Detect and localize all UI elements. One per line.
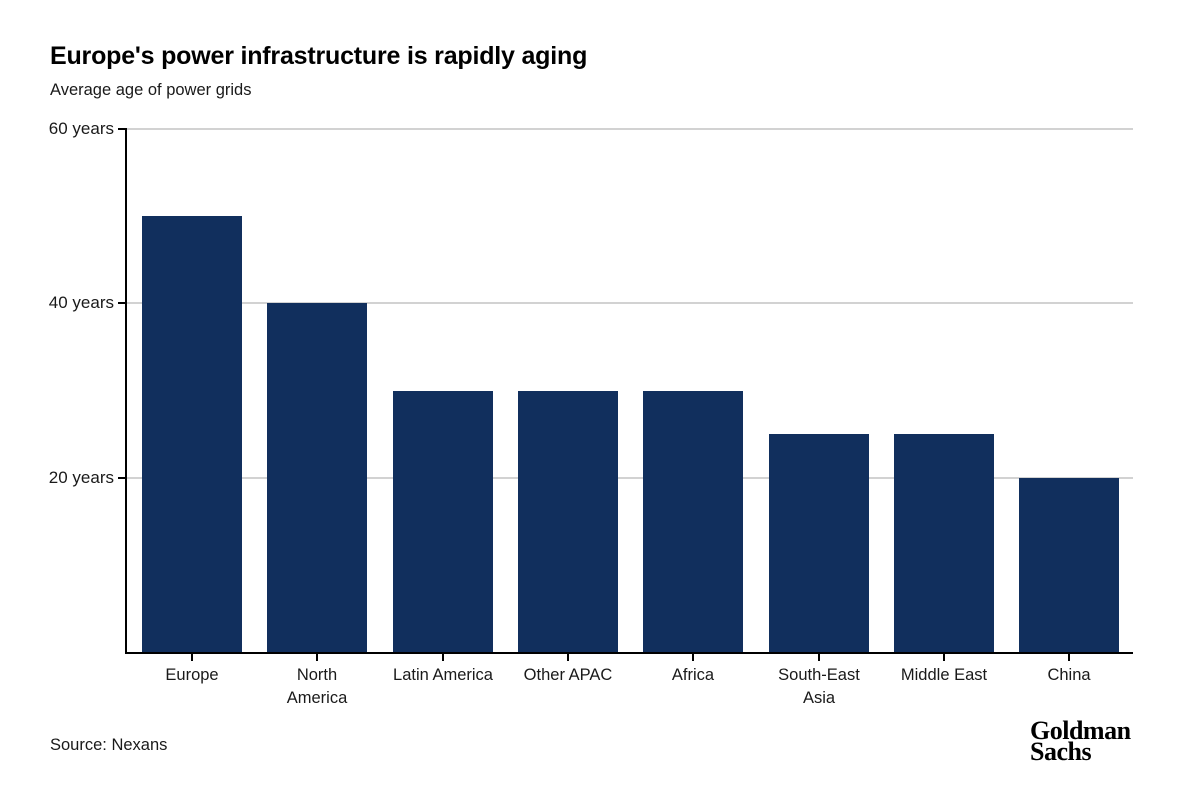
x-tick-label-line: China (1047, 666, 1091, 684)
goldman-sachs-logo: Goldman Sachs (1030, 716, 1131, 766)
x-tick-label-africa: Africa (613, 664, 773, 687)
x-tick-7 (943, 654, 945, 661)
bar-latin-america (393, 390, 493, 652)
bar-other-apac (518, 390, 618, 652)
x-tick-label-line: South-East (778, 666, 860, 684)
x-tick-label-line: North (296, 666, 338, 684)
x-tick-1 (191, 654, 193, 661)
x-tick-8 (1068, 654, 1070, 661)
logo-line-2: Sachs (1030, 737, 1092, 766)
bar-africa (643, 390, 743, 652)
y-tick-label-40: 40 years (48, 293, 114, 313)
x-tick-label-other-apac: Other APAC (488, 664, 648, 687)
x-tick-label-south-east-asia: South-East Asia (739, 664, 899, 710)
y-tick-40 (118, 302, 125, 305)
bar-europe (142, 216, 242, 652)
x-tick-label-line: Africa (671, 666, 715, 684)
gridline-40 (125, 302, 1133, 305)
bar-middle-east (894, 434, 994, 652)
x-tick-label-line: America (286, 689, 348, 707)
x-tick-label-middle-east: Middle East (864, 664, 1024, 687)
x-axis-line (125, 652, 1133, 654)
bar-china (1019, 477, 1119, 652)
x-tick-label-line: Other APAC (523, 666, 613, 684)
x-tick-4 (567, 654, 569, 661)
logo-line-1: Goldman (1030, 716, 1131, 745)
gridline-60 (125, 128, 1133, 130)
x-tick-label-line: Middle East (900, 666, 988, 684)
y-tick-20 (118, 476, 125, 479)
x-tick-label-line: Asia (802, 689, 836, 707)
x-tick-label-line: Latin America (393, 666, 493, 684)
x-tick-3 (442, 654, 444, 661)
x-tick-label-europe: Europe (112, 664, 272, 687)
x-tick-2 (316, 654, 318, 661)
x-tick-label-china: China (989, 664, 1149, 687)
source-note: Source: Nexans (50, 736, 168, 754)
y-tick-label-60: 60 years (48, 119, 114, 138)
x-tick-5 (692, 654, 694, 661)
gridline-20 (125, 476, 1133, 479)
y-tick-label-20: 20 years (48, 467, 114, 487)
x-tick-6 (818, 654, 820, 661)
y-tick-60 (118, 128, 125, 130)
x-tick-label-line: Europe (165, 666, 219, 684)
x-tick-label-latin-america: Latin America (363, 664, 523, 687)
chart-subtitle: Average age of power grids (50, 81, 252, 99)
chart-title: Europe's power infrastructure is rapidly… (50, 42, 588, 70)
bar-south-east-asia (769, 434, 869, 652)
y-axis-line (125, 128, 127, 654)
bar-north-america (267, 303, 367, 652)
x-tick-label-north-america: North America (237, 664, 397, 710)
